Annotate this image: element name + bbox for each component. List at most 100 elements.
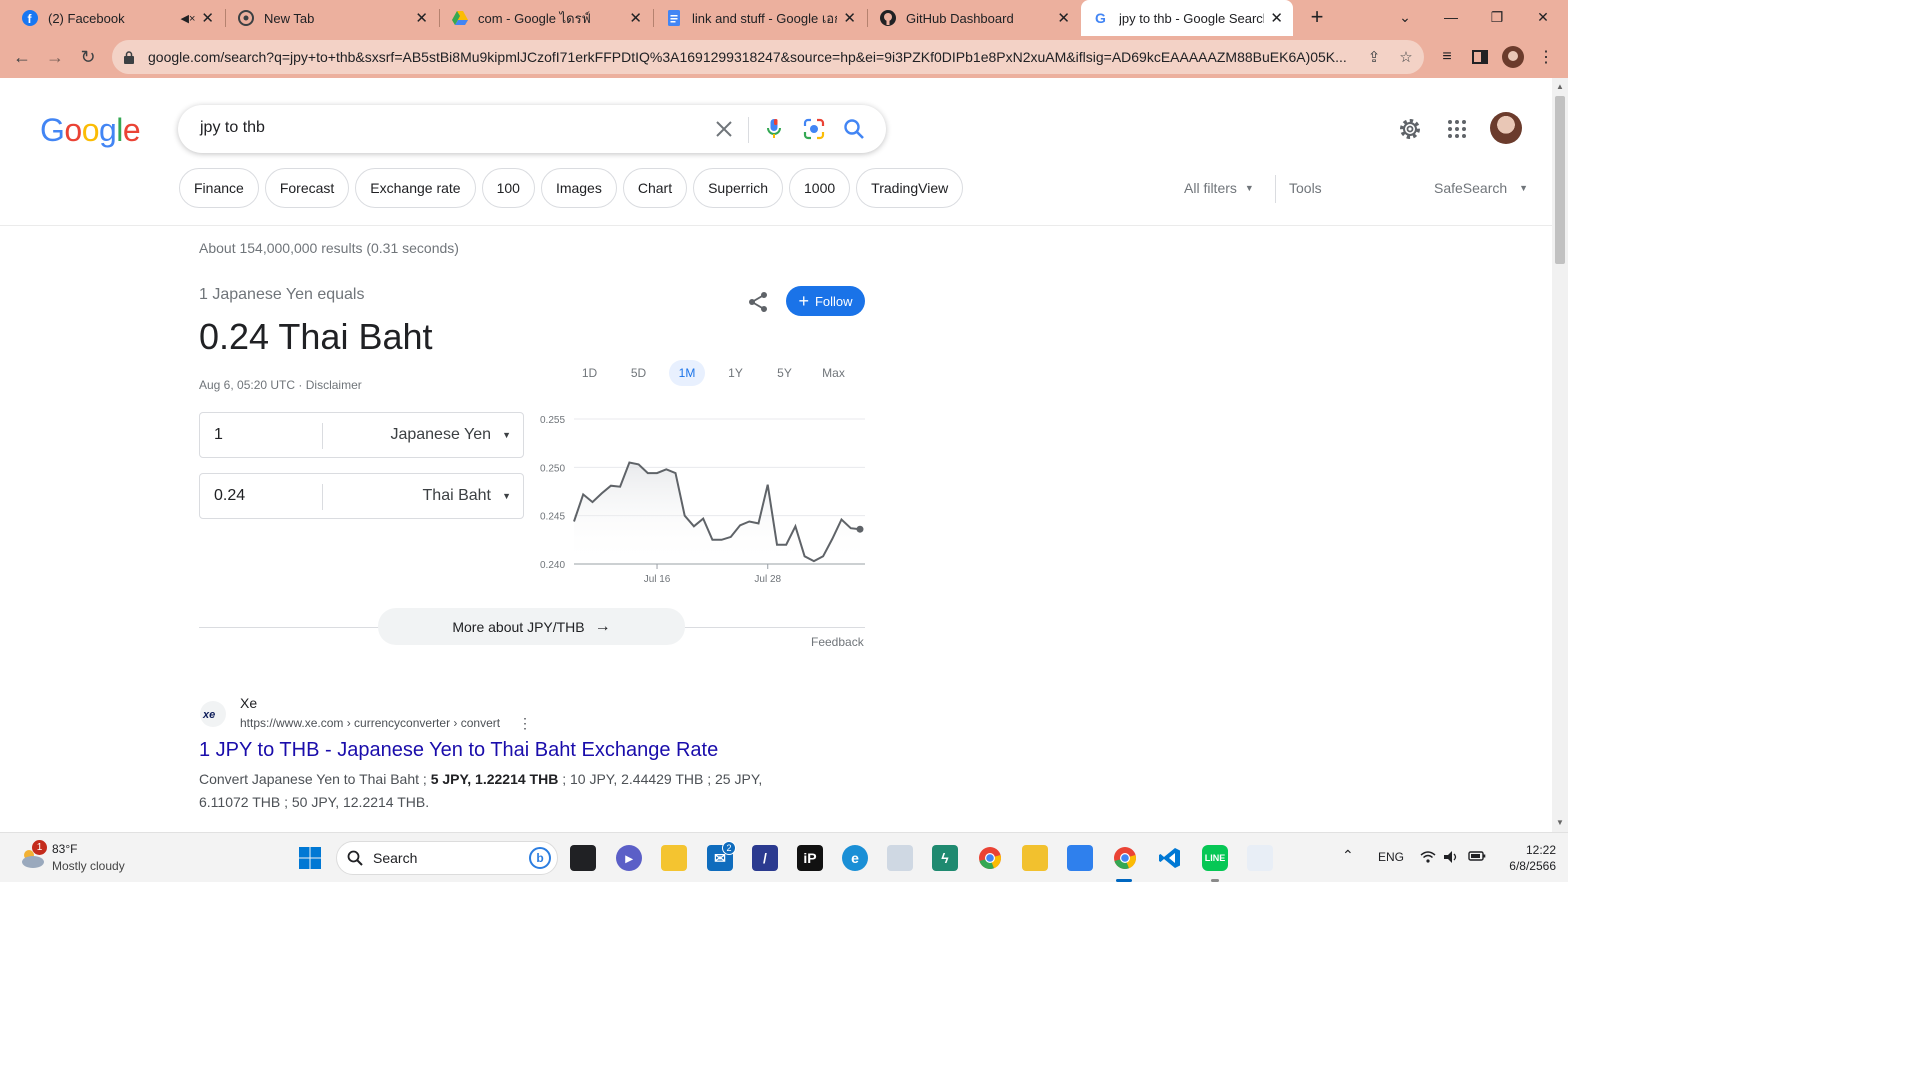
settings-gear-icon[interactable] [1398,117,1422,141]
scroll-down-arrow-icon[interactable]: ▼ [1556,818,1564,827]
range-1m[interactable]: 1M [669,360,705,386]
chrome-profile-taskbar-icon[interactable] [1112,845,1138,871]
file-explorer-icon[interactable] [661,845,687,871]
side-panel-icon[interactable] [1469,46,1491,68]
ip-app-icon[interactable]: iP [797,845,823,871]
back-icon[interactable]: ← [13,46,31,67]
tab-new-tab[interactable]: New Tab ✕ [226,0,438,36]
tab-github[interactable]: GitHub Dashboard ✕ [868,0,1080,36]
chip-images[interactable]: Images [540,168,617,208]
battery-icon[interactable] [1468,850,1486,865]
chip-100[interactable]: 100 [481,168,535,208]
close-tab-icon[interactable]: ✕ [629,10,642,27]
feedback-link[interactable]: Feedback [811,635,864,649]
sketch-app-icon[interactable] [1022,845,1048,871]
microphone-icon[interactable] [762,117,786,141]
scroll-up-arrow-icon[interactable]: ▲ [1556,82,1564,91]
bookmark-star-icon[interactable]: ☆ [1399,49,1413,66]
bing-icon[interactable]: b [529,847,551,869]
range-max[interactable]: Max [822,366,845,380]
scrollbar-thumb[interactable] [1555,96,1565,264]
apps-grid-icon[interactable] [1445,117,1469,141]
result-site-name[interactable]: Xe [240,695,258,711]
close-tab-icon[interactable]: ✕ [415,10,428,27]
chrome-taskbar-icon[interactable] [977,845,1003,871]
xe-favicon[interactable]: xe [200,701,226,727]
search-icon[interactable] [842,117,866,141]
weather-description[interactable]: Mostly cloudy [52,859,125,873]
all-filters-button[interactable]: All filters ▼ [1184,180,1254,196]
search-input[interactable]: jpy to thb [200,119,265,136]
from-currency-select[interactable]: Japanese Yen [390,426,491,443]
share-icon[interactable] [746,290,770,314]
from-amount-input[interactable]: 1 [214,426,223,443]
more-options-icon[interactable]: ⋮ [518,715,532,731]
close-tab-icon[interactable]: ✕ [201,10,214,27]
exchange-rate-chart[interactable]: 0.255 0.250 0.245 0.240 Jul 16 Jul 28 [530,404,870,584]
volume-icon[interactable] [1443,850,1459,867]
tray-overflow-chevron-icon[interactable]: ⌃ [1342,847,1354,863]
new-tab-button[interactable]: + [1310,4,1324,29]
google-logo[interactable]: Google [40,112,141,148]
language-indicator[interactable]: ENG [1378,850,1405,864]
reading-list-icon[interactable]: ≡ [1442,48,1452,65]
weather-temperature[interactable]: 83°F [52,842,78,856]
restore-button[interactable]: ❐ [1490,8,1504,25]
address-bar[interactable]: google.com/search?q=jpy+to+thb&sxsrf=AB5… [112,40,1424,74]
profile-avatar-icon[interactable] [1502,46,1524,68]
speaker-muted-icon[interactable]: ◀× [180,12,196,25]
range-1d[interactable]: 1D [581,366,598,380]
tab-google-docs[interactable]: link and stuff - Google เอกส ✕ [654,0,866,36]
chip-chart[interactable]: Chart [622,168,688,208]
follow-button[interactable]: + Follow [786,286,865,316]
taskbar-search[interactable]: Search b [336,841,558,875]
dropdown-arrow-icon[interactable]: ▼ [502,430,511,440]
chip-superrich[interactable]: Superrich [693,168,784,208]
teams-chat-icon[interactable]: ▸ [616,845,642,871]
tab-google-drive[interactable]: com - Google ไดรฟ์ ✕ [440,0,652,36]
chip-forecast[interactable]: Forecast [264,168,350,208]
browser-menu-icon[interactable]: ⋮ [1538,49,1554,66]
notepad-app-icon[interactable] [1247,845,1273,871]
chip-tradingview[interactable]: TradingView [856,168,964,208]
close-tab-icon[interactable]: ✕ [1270,10,1283,27]
tab-google-search[interactable]: G jpy to thb - Google Search ✕ [1081,0,1293,36]
result-title-link[interactable]: 1 JPY to THB - Japanese Yen to Thai Baht… [199,739,719,761]
lock-icon[interactable] [124,50,136,64]
close-tab-icon[interactable]: ✕ [843,10,856,27]
system-clock[interactable]: 12:22 6/8/2566 [1498,842,1556,874]
account-avatar[interactable] [1490,112,1522,144]
clear-search-icon[interactable] [712,117,736,141]
forward-icon[interactable]: → [46,46,64,67]
close-window-button[interactable]: ✕ [1537,8,1549,25]
tab-search-chevron-icon[interactable]: ⌄ [1399,8,1411,25]
safesearch-button[interactable]: SafeSearch ▼ [1434,180,1528,196]
task-view-icon[interactable] [570,845,596,871]
minimize-button[interactable]: — [1444,9,1458,25]
range-5y[interactable]: 5Y [777,366,792,380]
disclaimer-link[interactable]: Disclaimer [305,378,362,392]
pen-app-icon[interactable]: / [752,845,778,871]
vscode-icon[interactable] [1157,845,1183,871]
scratch-app-icon[interactable] [1067,845,1093,871]
page-scrollbar[interactable]: ▲ ▼ [1552,78,1568,832]
tab-facebook[interactable]: f (2) Facebook ◀× ✕ [10,0,224,36]
to-currency-select[interactable]: Thai Baht [422,487,491,504]
wifi-icon[interactable] [1420,850,1436,867]
line-app-icon[interactable]: LINE [1202,845,1228,871]
to-amount-input[interactable]: 0.24 [214,487,246,504]
from-currency-field[interactable]: 1 Japanese Yen ▼ [199,412,524,458]
reload-icon[interactable]: ↻ [80,46,96,67]
app-icon[interactable] [887,845,913,871]
chip-exchange-rate[interactable]: Exchange rate [355,168,476,208]
google-lens-icon[interactable] [802,117,826,141]
more-about-button[interactable]: More about JPY/THB → [378,608,685,645]
to-currency-field[interactable]: 0.24 Thai Baht ▼ [199,473,524,519]
tools-button[interactable]: Tools [1289,180,1322,196]
edge-icon[interactable]: e [842,845,868,871]
dropdown-arrow-icon[interactable]: ▼ [502,491,511,501]
range-5d[interactable]: 5D [630,366,647,380]
bolt-app-icon[interactable]: ϟ [932,845,958,871]
share-page-icon[interactable]: ⇪ [1367,49,1381,66]
chip-finance[interactable]: Finance [179,168,259,208]
